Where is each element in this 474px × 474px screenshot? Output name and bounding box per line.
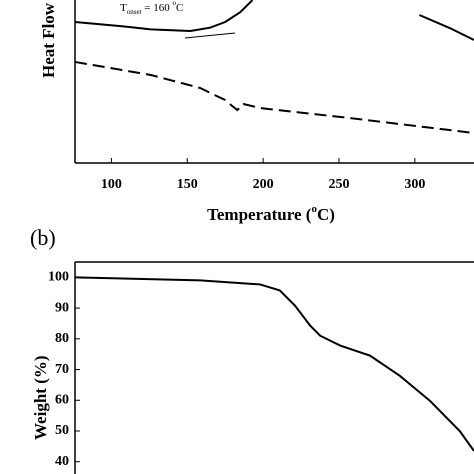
x-label-part: Temperature (	[207, 205, 312, 224]
annotation-sub: onset	[127, 8, 142, 16]
x-label-part: C)	[317, 205, 335, 224]
y-axis-label: Weight (%)	[31, 355, 50, 440]
y-tick-label: 90	[55, 300, 69, 315]
data-line	[74, 0, 474, 41]
y-tick-label: 100	[48, 270, 69, 285]
annotation: Tonset = 160 oC	[120, 0, 183, 16]
x-tick-label: 250	[328, 177, 349, 192]
annotation-sup: o	[172, 0, 176, 7]
data-line	[74, 60, 474, 135]
tangent-line	[184, 32, 236, 39]
y-tick-label: 50	[55, 423, 69, 438]
data-line	[74, 276, 474, 452]
annotation-part: T	[120, 2, 127, 14]
y-tick-label: 80	[55, 331, 69, 346]
annotation-part: C	[176, 2, 183, 14]
annotation-part: = 160	[142, 2, 173, 14]
panel-label: (b)	[30, 225, 56, 250]
x-tick-label: 100	[101, 177, 122, 192]
y-axis-label: Heat Flow	[39, 2, 58, 78]
y-tick-label: 70	[55, 362, 69, 377]
x-label-sup: o	[311, 203, 317, 215]
x-tick-label: 150	[177, 177, 198, 192]
y-tick-label: 40	[55, 454, 69, 469]
x-tick-label: 300	[404, 177, 425, 192]
x-axis-label: Temperature (oC)	[207, 203, 335, 224]
x-tick-label: 200	[253, 177, 274, 192]
y-tick-label: 60	[55, 392, 69, 407]
